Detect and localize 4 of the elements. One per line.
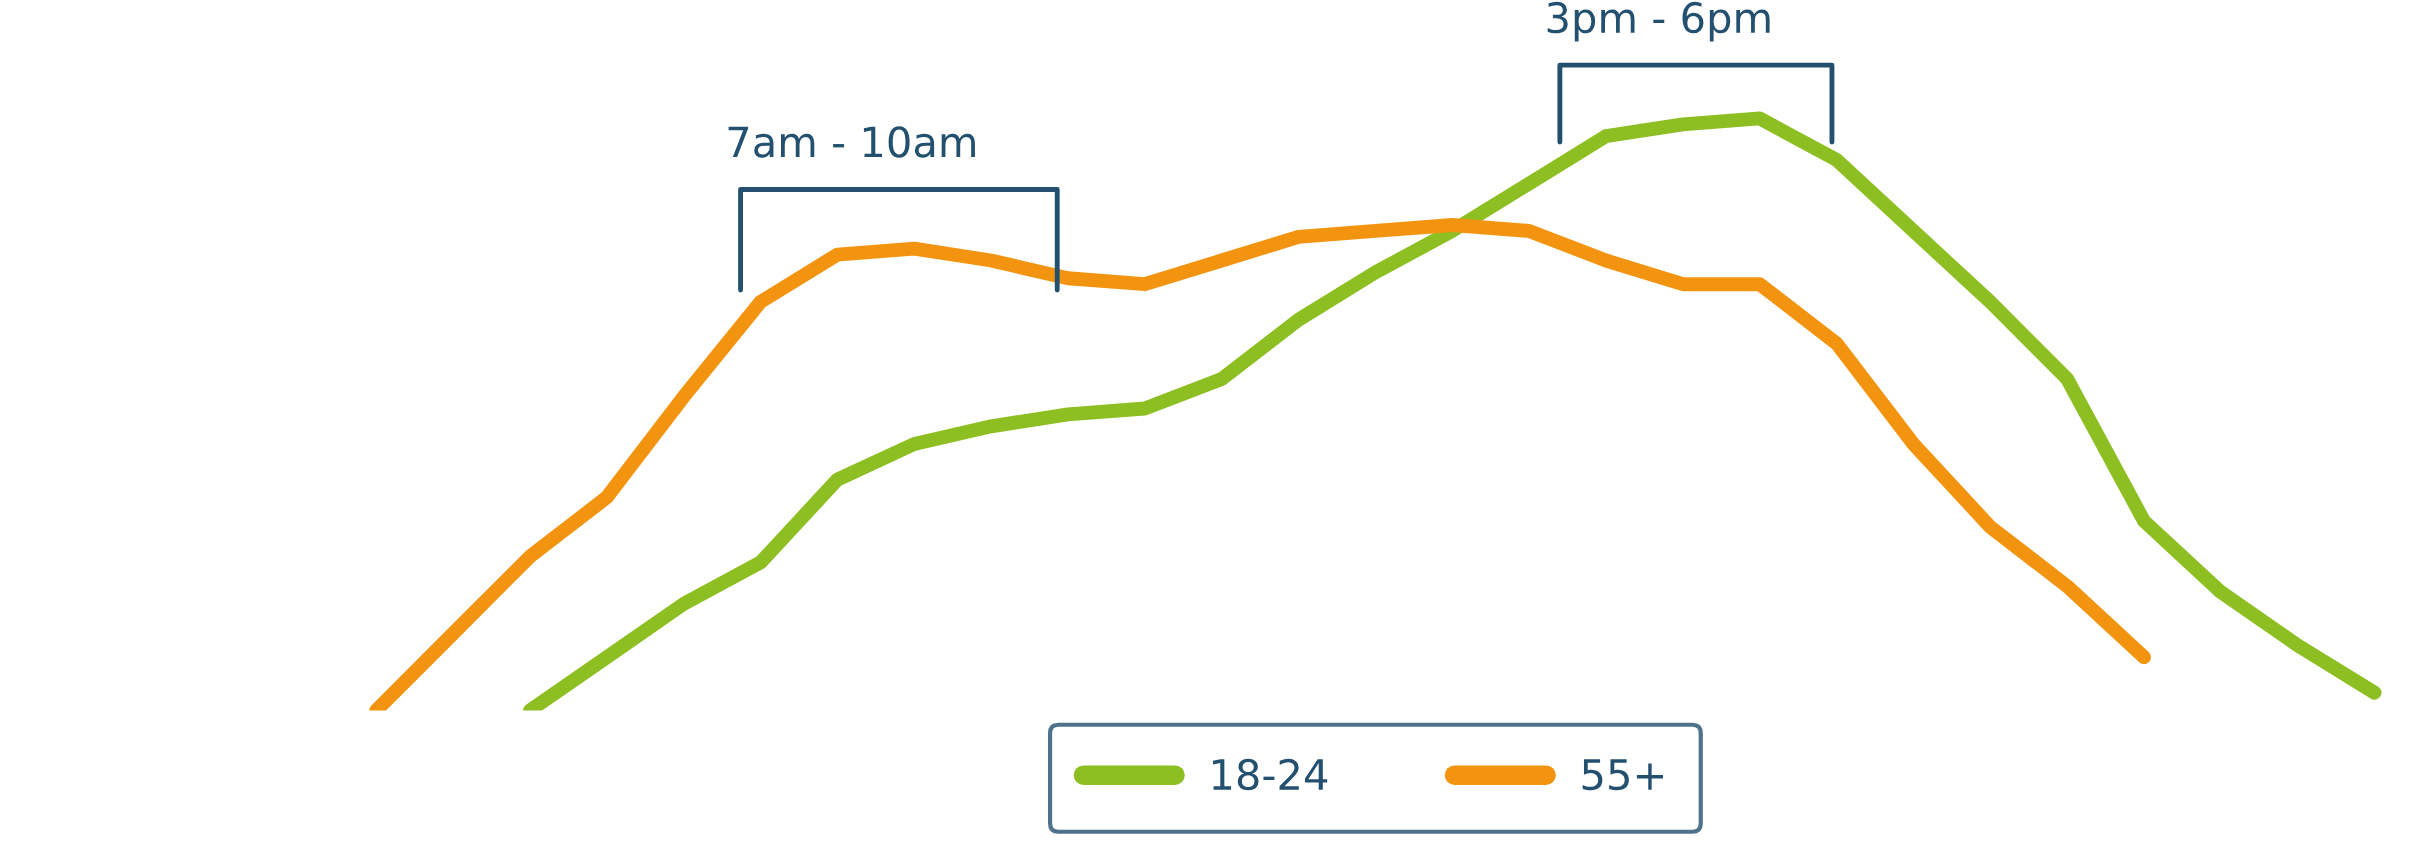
legend-label: 55+ xyxy=(1582,759,1663,791)
annotation: 7am - 10am xyxy=(728,126,975,158)
legend-label: 18-24 xyxy=(1212,758,1328,791)
text: 3pm - 6pm xyxy=(1547,1,1770,42)
